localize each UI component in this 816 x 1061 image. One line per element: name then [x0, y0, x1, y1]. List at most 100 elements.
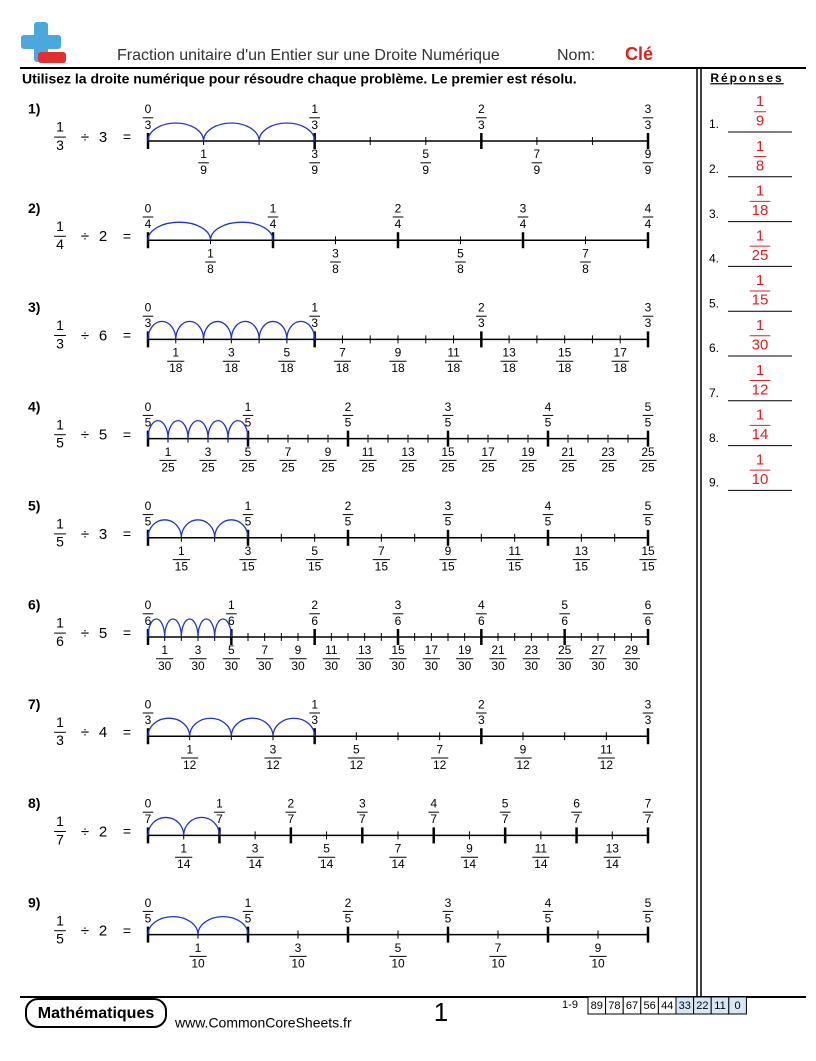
bottom-label-numerator: 25	[641, 445, 655, 459]
problem-fraction-numerator: 1	[56, 516, 64, 532]
divide-sign: ÷	[81, 129, 89, 146]
bottom-label-denominator: 30	[191, 659, 205, 673]
jump-arc	[189, 717, 232, 737]
bottom-label-numerator: 7	[395, 842, 402, 856]
bottom-label-denominator: 10	[491, 956, 505, 970]
bottom-label-numerator: 15	[441, 445, 455, 459]
bottom-label-denominator: 25	[201, 460, 215, 474]
problem-fraction-numerator: 1	[56, 912, 64, 928]
divide-sign: ÷	[81, 923, 89, 940]
bottom-label-denominator: 12	[266, 758, 280, 772]
problem-label: 9)	[28, 894, 40, 910]
bottom-label-numerator: 7	[339, 346, 346, 360]
problem-fraction-numerator: 1	[56, 416, 64, 432]
top-label-denominator: 6	[478, 614, 485, 628]
answer-label: 6.	[709, 341, 719, 355]
bottom-label-numerator: 19	[521, 445, 535, 459]
divisor: 5	[99, 625, 107, 642]
bottom-label-denominator: 10	[291, 956, 305, 970]
answer-label: 3.	[709, 207, 719, 221]
score: 67	[626, 1000, 638, 1012]
answer-fraction-numerator: 1	[756, 407, 764, 424]
top-label-numerator: 2	[345, 499, 352, 513]
bottom-label-numerator: 3	[228, 346, 235, 360]
top-label-denominator: 3	[311, 118, 318, 132]
bottom-label-numerator: 7	[534, 147, 541, 161]
answer-fraction-denominator: 8	[756, 157, 764, 174]
bottom-label-numerator: 9	[325, 445, 332, 459]
bottom-label-numerator: 17	[614, 346, 628, 360]
jump-arc	[197, 618, 216, 638]
bottom-label-numerator: 7	[261, 643, 268, 657]
bottom-label-denominator: 18	[225, 361, 239, 375]
top-label-denominator: 5	[145, 415, 152, 429]
subject: Mathématiques	[38, 1005, 155, 1022]
top-label-numerator: 2	[311, 598, 318, 612]
divide-sign: ÷	[81, 724, 89, 741]
bottom-label-numerator: 15	[641, 544, 655, 558]
equals-sign: =	[123, 129, 131, 145]
bottom-label-denominator: 25	[241, 460, 255, 474]
page-number: 1	[434, 997, 448, 1027]
bottom-label-denominator: 25	[561, 460, 575, 474]
bottom-label-numerator: 5	[323, 842, 330, 856]
top-label-denominator: 5	[145, 911, 152, 925]
jump-arc	[202, 320, 232, 340]
score: 78	[608, 1000, 620, 1012]
bottom-label-denominator: 30	[458, 659, 472, 673]
bottom-label-numerator: 9	[645, 147, 652, 161]
answer-fraction-numerator: 1	[756, 227, 764, 244]
bottom-label-numerator: 3	[252, 842, 259, 856]
top-label-denominator: 5	[645, 515, 652, 529]
bottom-label-denominator: 9	[422, 163, 429, 177]
problem-label: 1)	[28, 101, 40, 117]
top-label-denominator: 6	[311, 614, 318, 628]
top-label-denominator: 3	[645, 713, 652, 727]
divisor: 3	[99, 129, 107, 146]
top-label-numerator: 2	[345, 896, 352, 910]
equals-sign: =	[123, 228, 131, 244]
bottom-label-denominator: 8	[582, 262, 589, 276]
bottom-label-denominator: 15	[575, 560, 589, 574]
bottom-label-numerator: 1	[172, 346, 179, 360]
bottom-label-numerator: 5	[457, 246, 464, 260]
jump-arc	[147, 221, 212, 241]
bottom-label-numerator: 1	[180, 842, 187, 856]
jump-arc	[147, 519, 182, 538]
top-label-denominator: 5	[145, 515, 152, 529]
jump-arc	[180, 519, 216, 538]
top-label-denominator: 5	[445, 911, 452, 925]
bottom-label-denominator: 12	[516, 758, 530, 772]
instructions: Utilisez la droite numérique pour résoud…	[22, 71, 577, 87]
top-label-numerator: 3	[445, 400, 452, 414]
top-label-denominator: 5	[345, 911, 352, 925]
bottom-label-numerator: 13	[606, 842, 620, 856]
top-label-numerator: 3	[395, 598, 402, 612]
bottom-label-denominator: 15	[241, 560, 255, 574]
bottom-label-denominator: 9	[200, 163, 207, 177]
top-label-numerator: 4	[545, 400, 552, 414]
bottom-label-numerator: 7	[582, 246, 589, 260]
jump-arc	[175, 320, 205, 340]
top-label-numerator: 6	[573, 797, 580, 811]
bottom-label-numerator: 23	[601, 445, 615, 459]
answer-key: Clé	[625, 44, 653, 64]
problem-label: 6)	[28, 597, 40, 613]
bottom-label-denominator: 30	[325, 659, 339, 673]
bottom-label-numerator: 21	[491, 643, 505, 657]
top-label-numerator: 3	[645, 102, 652, 116]
score: 33	[679, 1000, 691, 1012]
answer-fraction-numerator: 1	[756, 272, 764, 289]
bottom-label-numerator: 27	[591, 643, 605, 657]
top-label-denominator: 5	[345, 515, 352, 529]
top-label-numerator: 1	[311, 102, 318, 116]
problem-fraction-denominator: 7	[56, 831, 64, 847]
bottom-label-numerator: 9	[595, 941, 602, 955]
bottom-label-numerator: 5	[284, 346, 291, 360]
bottom-label-denominator: 15	[508, 560, 522, 574]
bottom-label-denominator: 30	[491, 659, 505, 673]
bottom-label-denominator: 30	[525, 659, 539, 673]
problem-fraction-numerator: 1	[56, 119, 64, 135]
bottom-label-numerator: 15	[391, 643, 405, 657]
problem-fraction-denominator: 3	[56, 137, 64, 153]
